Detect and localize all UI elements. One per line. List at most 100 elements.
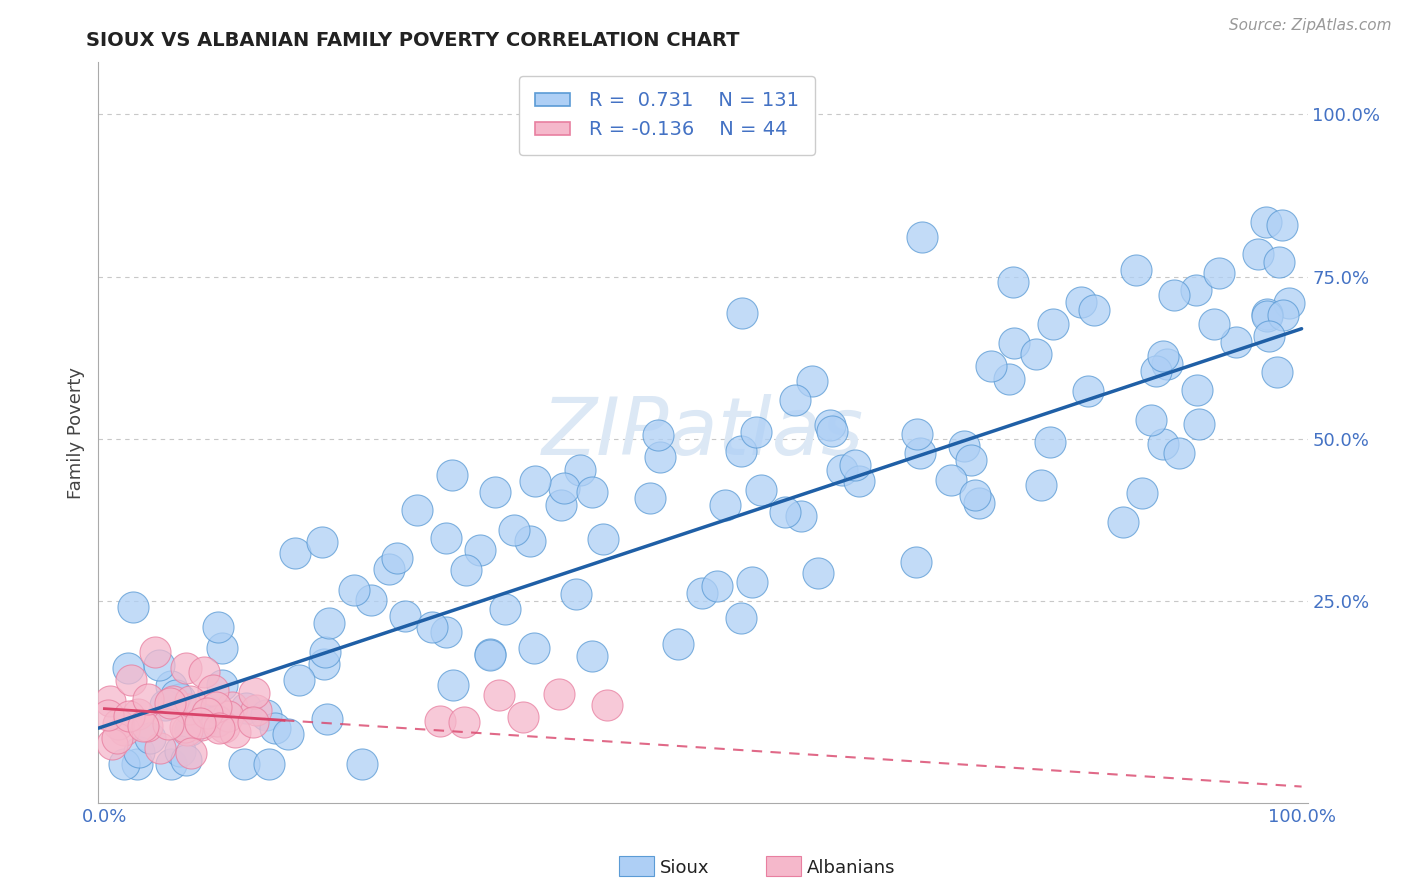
Point: [434, 531, 457, 545]
Point: [208, 721, 231, 735]
Point: [149, 740, 172, 755]
Point: [488, 688, 510, 702]
Point: [211, 641, 233, 656]
Point: [148, 657, 170, 672]
Point: [224, 725, 246, 739]
Point: [731, 305, 754, 319]
Point: [908, 446, 931, 460]
Point: [179, 723, 201, 737]
Point: [211, 677, 233, 691]
Point: [153, 698, 176, 713]
Point: [939, 473, 962, 487]
Point: [1156, 357, 1178, 371]
Point: [159, 756, 181, 771]
Point: [690, 586, 713, 600]
Point: [1202, 317, 1225, 331]
Point: [569, 463, 592, 477]
Point: [120, 673, 142, 687]
Point: [773, 505, 796, 519]
Point: [394, 608, 416, 623]
Point: [157, 716, 180, 731]
Text: ZIPatlas: ZIPatlas: [541, 393, 865, 472]
Point: [159, 679, 181, 693]
Point: [117, 661, 139, 675]
Point: [1168, 446, 1191, 460]
Point: [820, 418, 842, 433]
Point: [821, 424, 844, 438]
Point: [523, 474, 546, 488]
Point: [343, 583, 366, 598]
Point: [648, 450, 671, 464]
Point: [243, 685, 266, 699]
Point: [911, 230, 934, 244]
Point: [212, 720, 235, 734]
Point: [1029, 478, 1052, 492]
Point: [207, 714, 229, 728]
Point: [429, 714, 451, 728]
Point: [1042, 317, 1064, 331]
Point: [174, 753, 197, 767]
Point: [135, 719, 157, 733]
Point: [378, 562, 401, 576]
Point: [1070, 295, 1092, 310]
Point: [523, 640, 546, 655]
Point: [714, 498, 737, 512]
Point: [980, 359, 1002, 374]
Point: [581, 485, 603, 500]
Point: [1025, 347, 1047, 361]
Point: [1188, 417, 1211, 431]
Point: [132, 719, 155, 733]
Point: [101, 737, 124, 751]
Point: [125, 756, 148, 771]
Point: [136, 692, 159, 706]
Point: [1152, 349, 1174, 363]
Point: [128, 745, 150, 759]
Point: [553, 481, 575, 495]
Point: [143, 645, 166, 659]
Point: [177, 702, 200, 716]
Text: Albanians: Albanians: [807, 859, 896, 877]
Point: [1039, 434, 1062, 449]
Point: [564, 587, 586, 601]
Point: [454, 563, 477, 577]
Point: [180, 747, 202, 761]
Point: [242, 715, 264, 730]
Point: [201, 682, 224, 697]
Point: [831, 462, 853, 476]
Point: [468, 543, 491, 558]
Point: [745, 425, 768, 440]
Y-axis label: Family Poverty: Family Poverty: [66, 367, 84, 499]
Point: [284, 546, 307, 560]
Point: [174, 660, 197, 674]
Point: [1271, 308, 1294, 322]
Point: [195, 714, 218, 728]
Point: [176, 723, 198, 738]
Point: [1163, 287, 1185, 301]
Point: [159, 696, 181, 710]
Point: [749, 483, 772, 498]
Point: [592, 533, 614, 547]
Point: [1247, 247, 1270, 261]
Point: [179, 694, 201, 708]
Point: [311, 535, 333, 549]
Point: [479, 648, 502, 663]
Point: [647, 428, 669, 442]
Point: [1125, 263, 1147, 277]
Text: SIOUX VS ALBANIAN FAMILY POVERTY CORRELATION CHART: SIOUX VS ALBANIAN FAMILY POVERTY CORRELA…: [86, 30, 740, 50]
Point: [904, 555, 927, 569]
Point: [730, 443, 752, 458]
Point: [1144, 364, 1167, 378]
Point: [1256, 215, 1278, 229]
Point: [221, 700, 243, 714]
Point: [519, 533, 541, 548]
Point: [479, 647, 502, 661]
Point: [139, 731, 162, 745]
Point: [998, 371, 1021, 385]
Point: [848, 474, 870, 488]
Point: [1002, 275, 1025, 289]
Point: [905, 426, 928, 441]
Point: [484, 485, 506, 500]
Point: [1256, 307, 1278, 321]
Point: [263, 721, 285, 735]
Point: [453, 715, 475, 730]
